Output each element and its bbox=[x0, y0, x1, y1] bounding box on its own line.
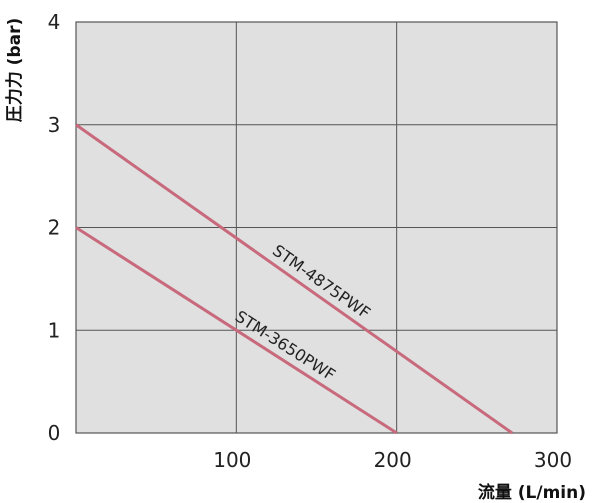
x-tick-label: 100 bbox=[213, 448, 251, 472]
series-line-2 bbox=[75, 226, 398, 435]
series-line-1 bbox=[75, 123, 513, 435]
y-tick-label: 2 bbox=[48, 216, 61, 240]
x-tick-label: 200 bbox=[374, 448, 412, 472]
x-tick-label: 300 bbox=[534, 448, 572, 472]
y-axis-title: 圧力力 (bar) bbox=[4, 18, 25, 122]
x-tick-labels: 100 200 300 bbox=[213, 448, 572, 472]
y-tick-labels: 0 1 2 3 4 bbox=[48, 10, 61, 445]
grid-lines bbox=[76, 21, 558, 434]
x-axis-title: 流量 (L/min) bbox=[478, 482, 586, 503]
series-lines bbox=[75, 123, 513, 435]
y-tick-label: 1 bbox=[48, 318, 61, 342]
y-tick-label: 3 bbox=[48, 113, 61, 137]
y-tick-label: 0 bbox=[48, 421, 61, 445]
y-tick-label: 4 bbox=[48, 10, 61, 34]
